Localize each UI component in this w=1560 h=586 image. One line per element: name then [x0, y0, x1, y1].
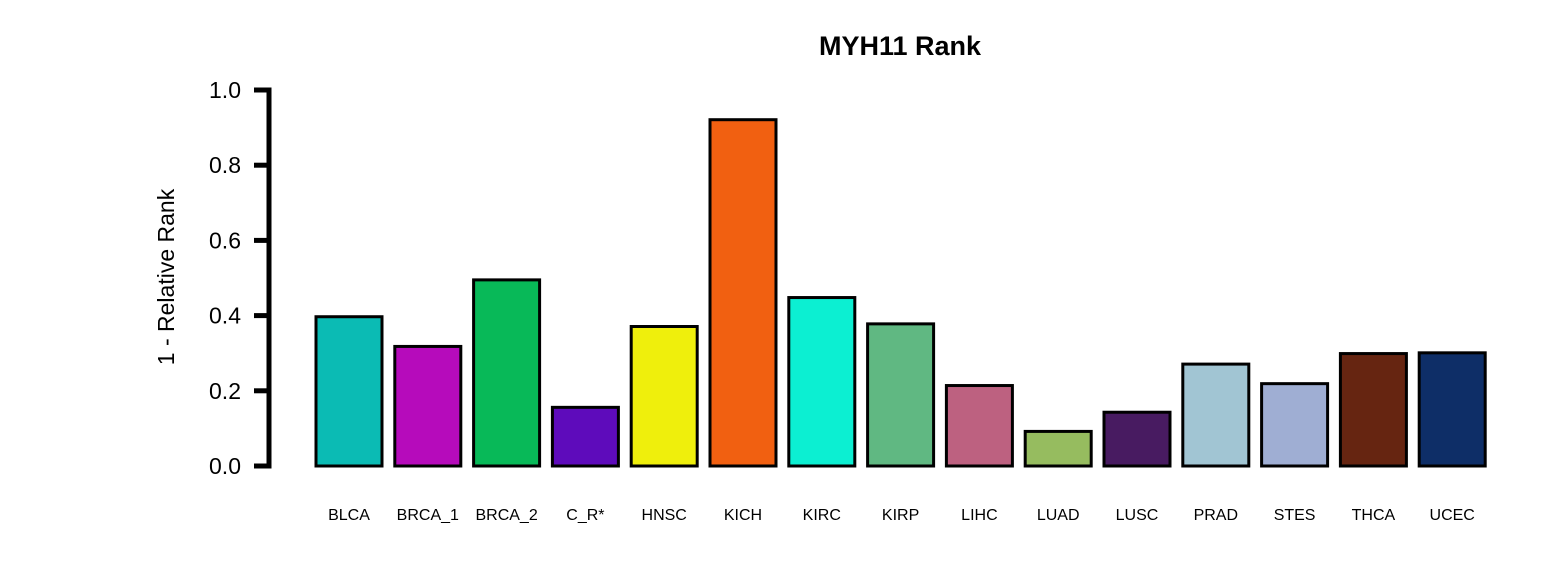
bar-ucec — [1417, 351, 1487, 468]
bar-brca-2 — [472, 278, 542, 468]
x-tick-label: KIRC — [803, 507, 841, 524]
bar-blca — [314, 315, 384, 468]
bar-thca — [1338, 352, 1408, 468]
bar-lihc — [944, 384, 1014, 468]
y-tick-label: 0.6 — [209, 227, 241, 253]
x-tick-label: PRAD — [1194, 507, 1238, 524]
x-tick-label: C_R* — [566, 507, 604, 524]
x-tick-label: THCA — [1352, 507, 1396, 524]
x-tick-label: BLCA — [328, 507, 370, 524]
x-tick-label: LIHC — [961, 507, 997, 524]
x-tick-label: KICH — [724, 507, 762, 524]
x-tick-label: LUAD — [1037, 507, 1080, 524]
x-tick-label: LUSC — [1116, 507, 1159, 524]
y-axis-label: 1 - Relative Rank — [153, 188, 179, 365]
bar-stes — [1260, 382, 1330, 468]
x-tick-label: STES — [1274, 507, 1316, 524]
y-tick-label: 0.0 — [209, 453, 241, 479]
x-tick-label: HNSC — [642, 507, 687, 524]
y-tick-label: 1.0 — [209, 77, 241, 103]
bar-lusc — [1102, 410, 1172, 468]
bar-brca-1 — [393, 344, 463, 468]
x-tick-label: BRCA_1 — [397, 507, 459, 524]
bar-kich — [708, 118, 778, 468]
y-tick-label: 0.8 — [209, 152, 241, 178]
x-axis-labels: BLCA BRCA_1 BRCA_2 C_R* HNSC KICH KIRC KIRP LIHC… — [328, 507, 1475, 524]
x-tick-label: UCEC — [1430, 507, 1475, 524]
x-tick-label: KIRP — [882, 507, 919, 524]
bar-c-r — [550, 405, 620, 468]
y-tick-label: 0.4 — [209, 303, 241, 329]
x-tick-label: BRCA_2 — [475, 507, 537, 524]
bar-hnsc — [629, 325, 699, 468]
bar-luad — [1023, 429, 1093, 468]
bars — [314, 118, 1487, 468]
bar-prad — [1181, 362, 1251, 468]
y-tick-label: 0.2 — [209, 378, 241, 404]
chart-title: MYH11 Rank — [819, 31, 982, 61]
bar-kirc — [787, 296, 857, 468]
y-axis: 0.0 0.2 0.4 0.6 0.8 1.0 — [209, 77, 272, 479]
bar-kirp — [866, 322, 936, 468]
